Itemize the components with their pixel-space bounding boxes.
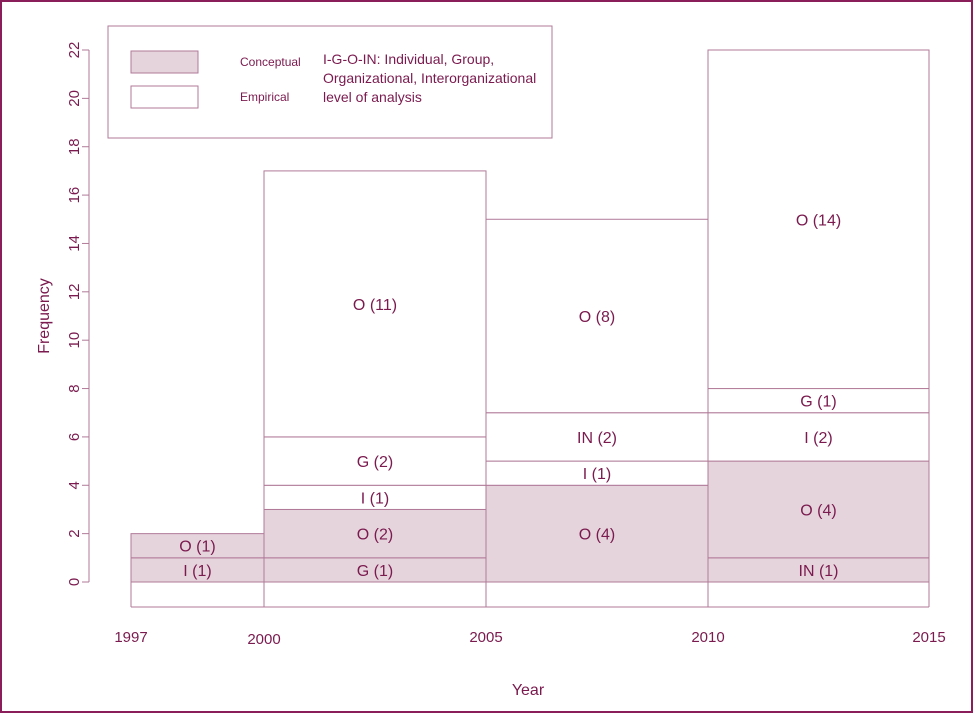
segment-label: G (2) (357, 454, 393, 471)
legend-swatch-conceptual (130, 50, 199, 74)
legend-label-empirical: Empirical (240, 90, 289, 104)
bar-segment-conceptual (707, 557, 930, 583)
segment-label: O (2) (357, 527, 393, 544)
bar-segment-conceptual (707, 460, 930, 559)
segment-label: I (1) (583, 466, 611, 483)
segment-label: IN (2) (577, 430, 617, 447)
segment-label: I (1) (183, 563, 211, 580)
axes: 0 2 4 6 8 10 12 14 16 18 20 22 1997 2000 2005 2010 2015 (66, 42, 946, 648)
legend-note-line-2: Organizational, Interorganizational (323, 70, 536, 86)
segment-label: I (2) (804, 430, 832, 447)
legend-note-line-3: level of analysis (323, 89, 422, 105)
x-tick-label: 2015 (912, 629, 945, 646)
bar-segment-empirical (263, 170, 487, 438)
y-tick-label: 10 (66, 332, 83, 349)
y-tick-label: 18 (66, 138, 83, 155)
bar-segment-empirical (707, 49, 930, 390)
x-tick-label: 2010 (691, 629, 724, 646)
x-axis-title: Year (512, 682, 545, 699)
legend-label-conceptual: Conceptual (240, 55, 301, 69)
bars: I (1) O (1) G (1) O (2) I (1) G (2) O (11) O (4… (130, 49, 930, 583)
legend: Conceptual Empirical I-G-O-IN: Individua… (107, 25, 553, 139)
x-tick-label: 1997 (114, 629, 147, 646)
y-tick-label: 0 (66, 578, 83, 586)
y-tick-label: 8 (66, 384, 83, 392)
bar-segment-conceptual (130, 557, 265, 583)
segment-label: O (14) (796, 212, 841, 229)
bar-segment-empirical (485, 412, 709, 462)
legend-note-line-1: I-G-O-IN: Individual, Group, (323, 51, 494, 67)
legend-swatch-empirical (130, 85, 199, 109)
legend-box (107, 25, 553, 139)
y-tick-label: 12 (66, 283, 83, 300)
x-tick-label: 2005 (469, 629, 502, 646)
segment-label: IN (1) (799, 563, 839, 580)
y-tick-label: 14 (66, 235, 83, 252)
y-tick-label: 6 (66, 433, 83, 441)
bar-segment-conceptual (485, 484, 709, 583)
x-tick-label: 2000 (247, 631, 280, 648)
y-tick-label: 22 (66, 42, 83, 59)
y-tick-label: 20 (66, 90, 83, 107)
segment-label: G (1) (357, 563, 393, 580)
segment-label: O (4) (579, 527, 615, 544)
segment-label: O (11) (353, 297, 397, 314)
segment-label: O (8) (579, 309, 615, 326)
y-tick-label: 16 (66, 187, 83, 204)
bar-segment-empirical (707, 412, 930, 462)
segment-label: I (1) (361, 490, 389, 507)
y-tick-label: 2 (66, 529, 83, 537)
y-tick-label: 4 (66, 481, 83, 489)
bar-segment-empirical (263, 484, 487, 510)
bar-segment-empirical (707, 388, 930, 414)
segment-label: O (4) (800, 502, 836, 519)
segment-label: G (1) (800, 394, 836, 411)
y-axis-title: Frequency (36, 278, 53, 354)
bar-segment-empirical (485, 218, 709, 414)
segment-label: O (1) (179, 539, 215, 556)
